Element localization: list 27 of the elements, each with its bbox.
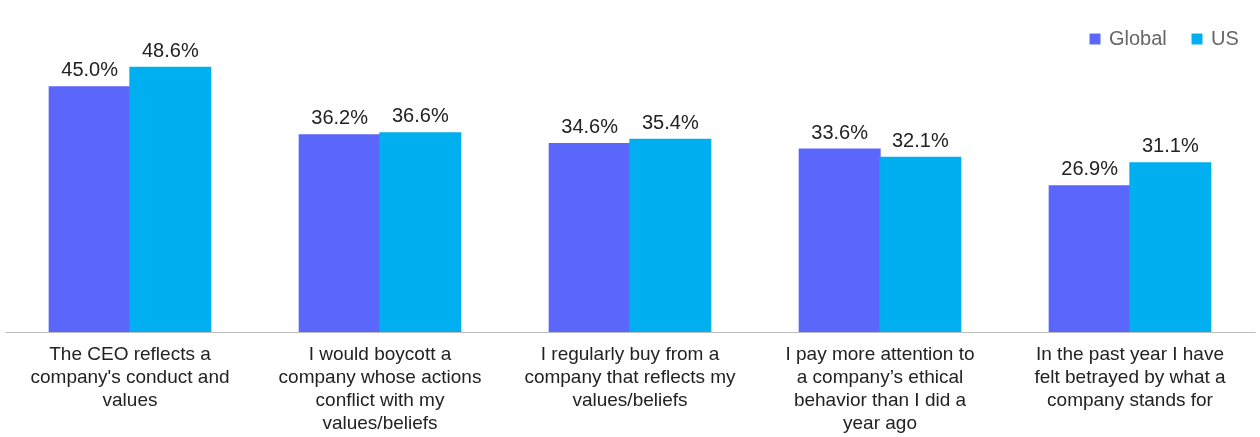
data-label: 26.9% xyxy=(1061,157,1119,180)
bar xyxy=(798,148,881,332)
data-label: 31.1% xyxy=(1141,134,1199,157)
data-label: 33.6% xyxy=(811,120,869,143)
data-label: 34.6% xyxy=(561,115,619,138)
data-label: 48.6% xyxy=(141,38,199,61)
x-tick-label: I would boycott a company whose actions conflict with my values/beliefs xyxy=(278,342,482,433)
bar xyxy=(298,134,381,332)
x-tick-label: I pay more attention to a company’s ethical behavior than I did a year ago xyxy=(785,342,975,433)
bar xyxy=(548,143,631,332)
data-label: 36.2% xyxy=(311,106,369,129)
data-label: 32.1% xyxy=(891,128,949,151)
x-tick-label: I regularly buy from a company that reflects my values/beliefs xyxy=(524,342,737,410)
legend-label: Global xyxy=(1109,27,1167,49)
data-label: 45.0% xyxy=(61,58,119,81)
bar xyxy=(379,132,462,332)
bar xyxy=(48,86,131,332)
data-label: 35.4% xyxy=(641,110,699,133)
legend-label: US xyxy=(1211,27,1239,49)
bar xyxy=(879,156,962,332)
data-label: 36.6% xyxy=(391,104,449,127)
x-tick-label: In the past year I have felt betrayed by what a company stands for xyxy=(1034,342,1227,410)
x-tick-label: The CEO reflects a company's conduct and values xyxy=(30,342,230,410)
bar xyxy=(629,138,712,332)
bar xyxy=(1048,185,1131,332)
bar xyxy=(129,66,212,332)
bar xyxy=(1129,162,1212,332)
